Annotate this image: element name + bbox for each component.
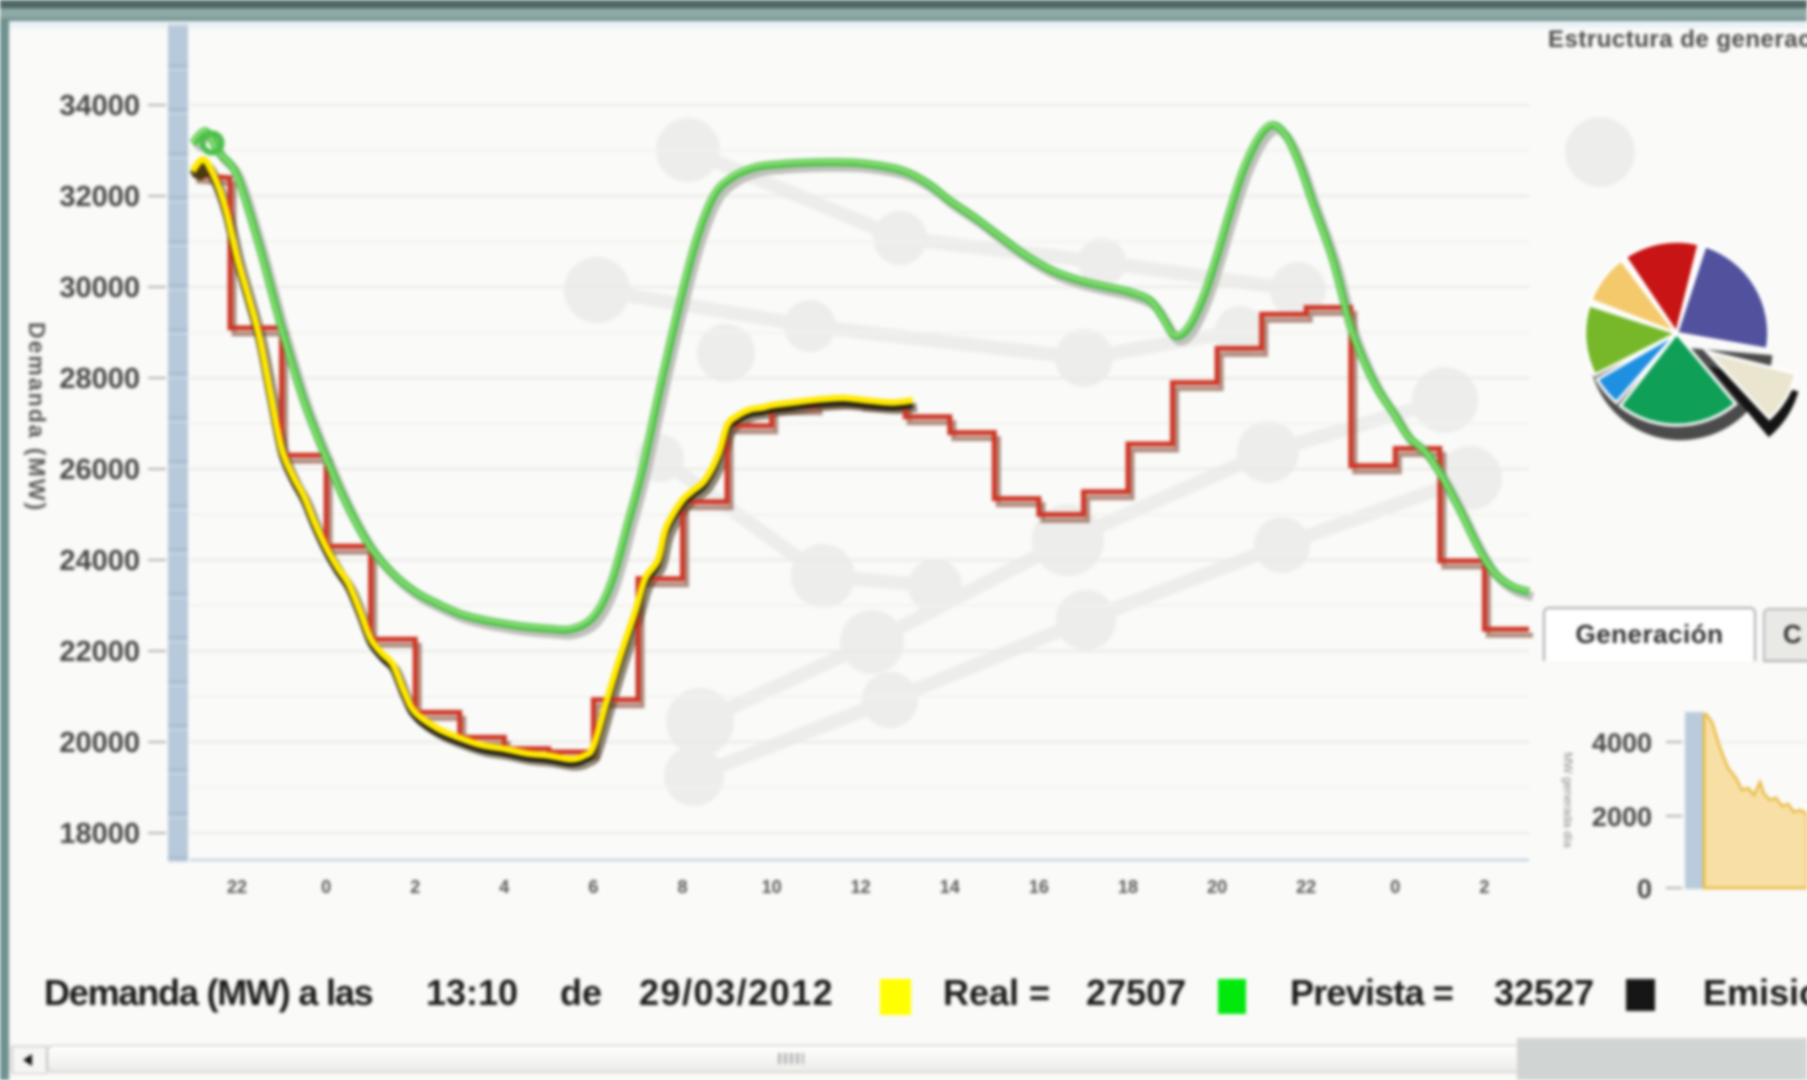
svg-text:14: 14 (940, 877, 960, 897)
svg-text:0: 0 (1390, 877, 1400, 897)
svg-text:2000: 2000 (1592, 802, 1652, 832)
svg-text:10: 10 (762, 877, 782, 897)
svg-text:28000: 28000 (59, 363, 140, 395)
svg-text:22: 22 (227, 877, 247, 897)
svg-text:18: 18 (1118, 877, 1138, 897)
svg-text:24000: 24000 (59, 545, 140, 577)
svg-text:4: 4 (499, 877, 509, 897)
svg-text:8: 8 (677, 877, 687, 897)
svg-text:Demanda (MW): Demanda (MW) (24, 322, 50, 512)
svg-text:32000: 32000 (59, 181, 140, 213)
svg-text:22000: 22000 (59, 636, 140, 668)
svg-text:0: 0 (1637, 874, 1652, 904)
svg-text:18000: 18000 (59, 818, 140, 850)
svg-text:MW generada día: MW generada día (1561, 752, 1575, 848)
svg-text:0: 0 (321, 877, 331, 897)
svg-text:26000: 26000 (59, 454, 140, 486)
svg-text:22: 22 (1296, 877, 1316, 897)
svg-text:20: 20 (1207, 877, 1227, 897)
svg-text:16: 16 (1029, 877, 1049, 897)
svg-text:4000: 4000 (1592, 728, 1652, 758)
svg-text:12: 12 (851, 877, 871, 897)
svg-text:2: 2 (410, 877, 420, 897)
svg-text:2: 2 (1479, 877, 1489, 897)
svg-text:30000: 30000 (59, 272, 140, 304)
svg-text:20000: 20000 (59, 727, 140, 759)
svg-text:34000: 34000 (59, 90, 140, 122)
svg-text:6: 6 (588, 877, 598, 897)
